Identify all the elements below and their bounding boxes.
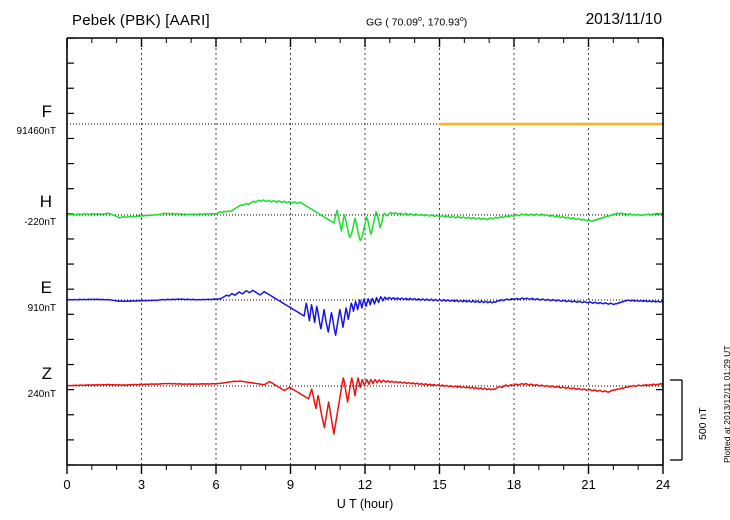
coords-prefix: GG ( 70.09 <box>366 16 418 29</box>
degree-symbol-2: o <box>459 16 464 23</box>
gridlines <box>141 38 589 465</box>
x-tick-label: 9 <box>287 477 294 492</box>
x-axis-ticks <box>66 38 664 474</box>
coords-mid: , 170.93 <box>421 16 460 29</box>
component-label-E: E <box>40 278 52 297</box>
plot-frame <box>66 37 664 466</box>
scale-bar <box>670 379 683 461</box>
x-axis-tick-labels: 0 3 6 9 12 15 18 21 24 <box>63 477 670 492</box>
trace-Z <box>66 377 664 435</box>
component-value-F: 91460nT <box>16 126 56 137</box>
geographic-coordinates: GG ( 70.09o, 170.93o) <box>366 16 467 29</box>
component-label-F: F <box>41 102 52 121</box>
component-label-H: H <box>39 192 52 211</box>
x-axis-title: U T (hour) <box>337 497 394 511</box>
component-value-Z: 240nT <box>27 389 56 400</box>
component-value-E: 910nT <box>27 303 56 314</box>
coords-suffix: ) <box>463 16 468 29</box>
component-value-H: -220nT <box>24 217 56 228</box>
x-tick-label: 18 <box>507 477 521 492</box>
page-title: Pebek (PBK) [AARI] <box>72 12 210 29</box>
x-tick-label: 15 <box>432 477 446 492</box>
y-axis-ticks <box>67 37 663 466</box>
trace-E <box>66 289 664 336</box>
x-tick-label: 12 <box>358 477 372 492</box>
x-tick-label: 6 <box>212 477 219 492</box>
x-tick-label: 0 <box>63 477 70 492</box>
x-tick-label: 21 <box>581 477 595 492</box>
component-label-Z: Z <box>41 364 52 383</box>
x-tick-label: 24 <box>656 477 670 492</box>
component-traces <box>66 122 665 435</box>
trace-H <box>66 199 664 242</box>
x-tick-label: 3 <box>138 477 145 492</box>
observation-date: 2013/11/10 <box>585 11 662 28</box>
degree-symbol-1: o <box>417 16 422 23</box>
